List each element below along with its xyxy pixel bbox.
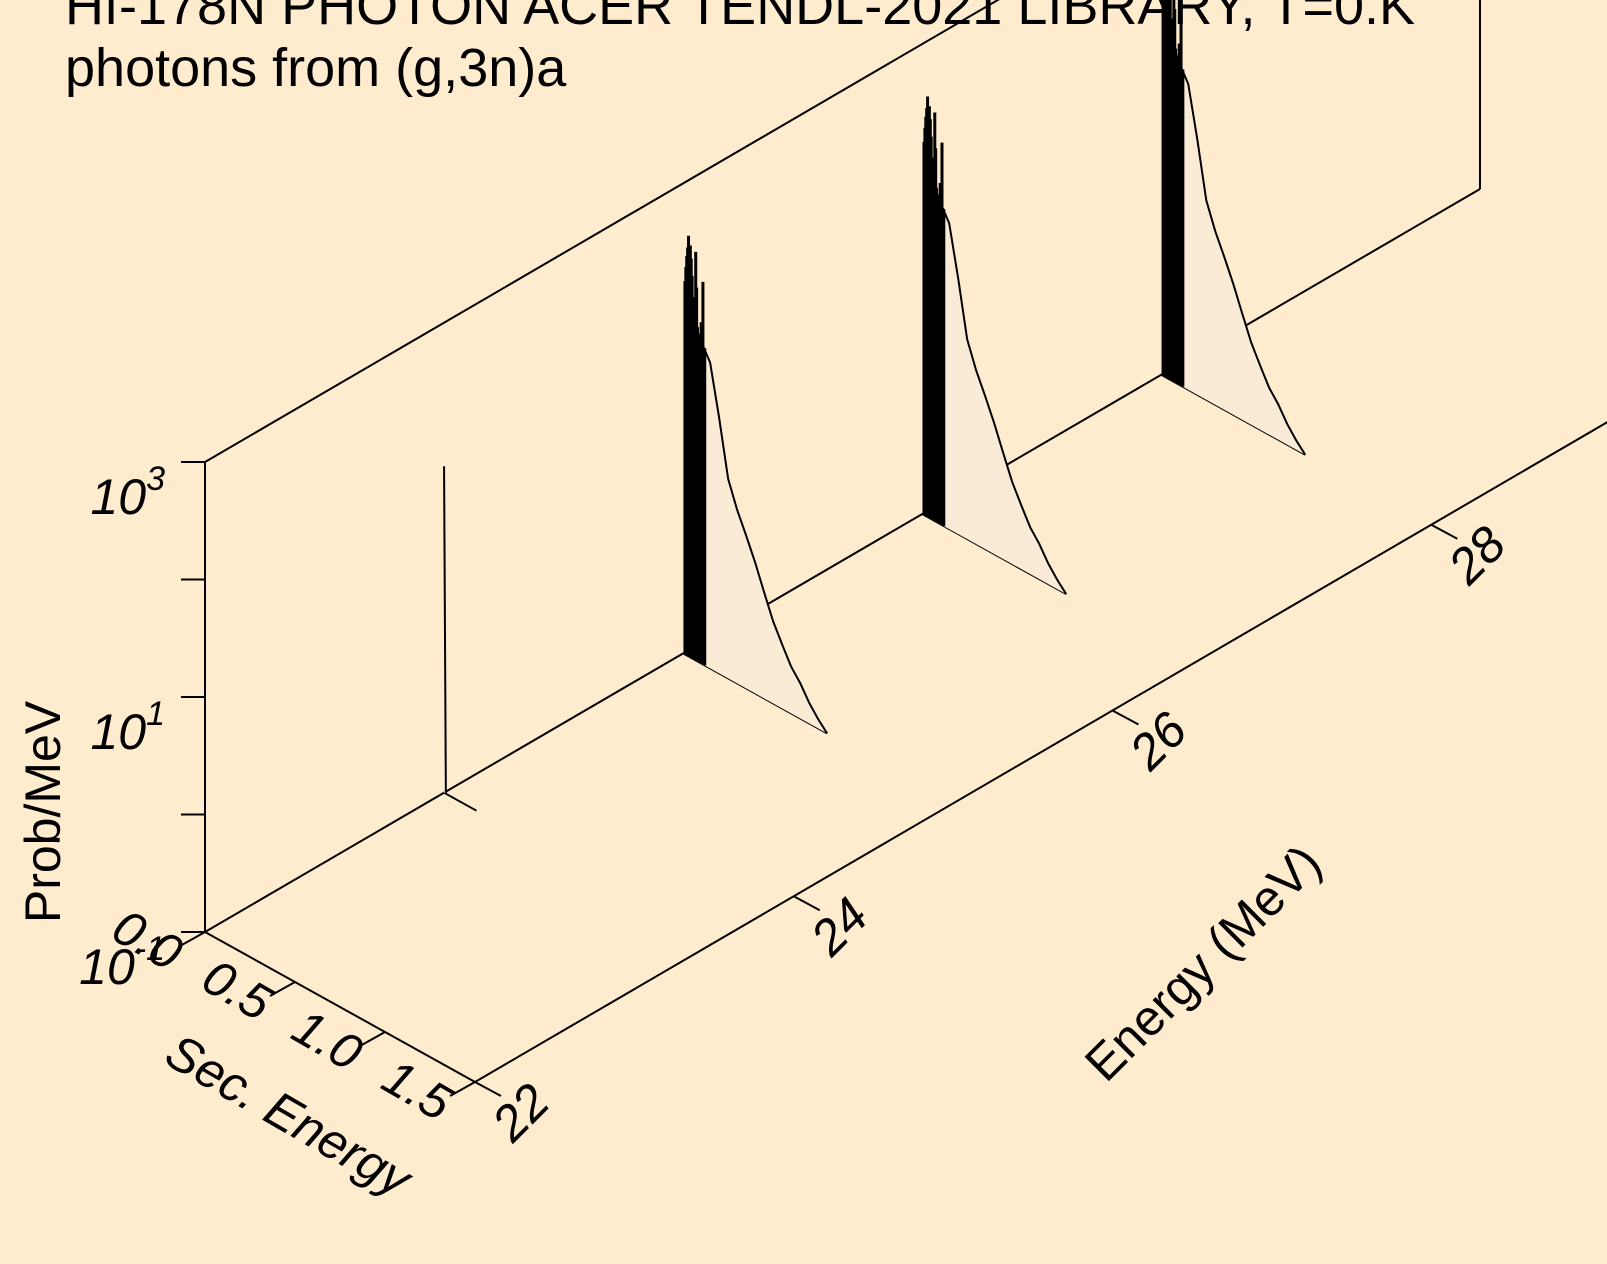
continuum-fill [925,163,1067,595]
z-tick-base: 10 [90,704,146,760]
y-tick-mark [1112,709,1139,726]
continuum-line [443,466,447,794]
series-1 [682,235,828,735]
continuum-line [685,302,828,734]
y-tick-label: 22 [480,1073,560,1153]
back-top-edge [204,0,1000,463]
y-tick-label: 26 [1118,701,1198,781]
z-tick-base: 10 [79,939,135,995]
x-tick-mark [179,931,206,947]
continuum-line [1163,23,1307,456]
y-tick-mark [793,895,821,912]
data-series [443,0,1307,812]
z-tick-label: 103 [90,460,165,525]
series-2 [921,96,1068,595]
y-tick-mark [474,1081,502,1097]
y-axis-label: Energy (MeV) [1074,834,1332,1092]
y-tick-label: 28 [1437,515,1517,595]
continuum-line [924,163,1068,595]
z-tick-exponent: 1 [146,695,165,733]
z-tick-label: 101 [90,695,165,760]
back-floor-edge [204,188,1481,933]
y-tick-label: 24 [799,887,879,967]
x-tick-label: 1.0 [283,998,371,1081]
x-axis-line [204,931,476,1083]
axis-labels: Prob/MeV Sec. Energy Energy (MeV) [15,700,1332,1209]
z-axis-label: Prob/MeV [15,700,71,923]
x-tick-label: 0.5 [193,948,281,1031]
x-tick-mark [449,1081,476,1097]
x-tick-mark [359,1031,386,1047]
x-axis-label: Sec. Energy [157,1023,423,1209]
continuum-fill [686,302,828,734]
y-tick-mark [1430,523,1458,540]
chart-title: Hf-178N PHOTON ACER TENDL-2021 LIBRARY, … [65,0,1415,36]
axes-frame [204,0,1607,1083]
series-baseline [443,791,477,812]
chart-title-block: Hf-178N PHOTON ACER TENDL-2021 LIBRARY, … [65,0,1415,98]
continuum-fill [1164,24,1306,455]
z-tick-exponent: 3 [146,460,165,498]
y-axis-line [474,421,1607,1083]
z-tick-base: 10 [90,469,146,525]
x-tick-label: 1.5 [373,1048,461,1131]
x-tick-mark [269,981,296,997]
chart-subtitle: photons from (g,3n)a [65,38,567,98]
z-tick-exponent: -1 [135,930,165,968]
z-tick-label: 10-1 [79,930,165,995]
series-0 [443,466,477,812]
series-3 [1160,0,1307,456]
